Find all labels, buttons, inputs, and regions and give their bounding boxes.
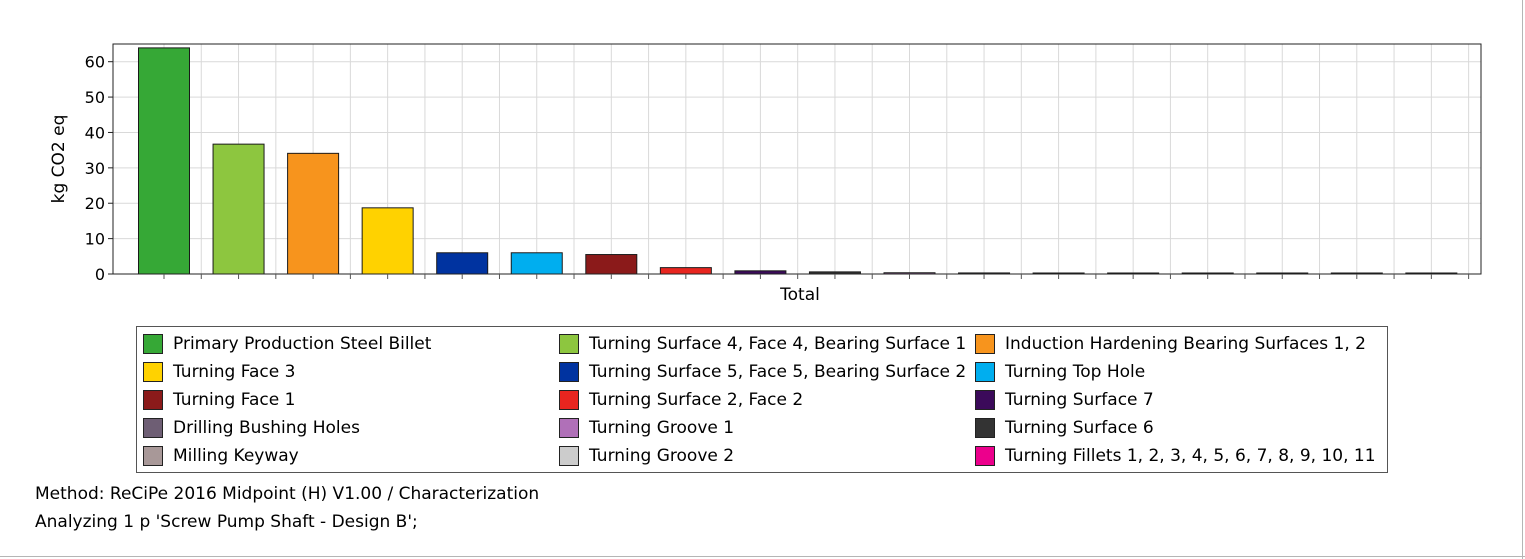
legend-label: Turning Groove 1 — [589, 418, 735, 438]
legend-label: Turning Surface 4, Face 4, Bearing Surfa… — [589, 334, 967, 354]
legend-swatch — [559, 446, 579, 466]
bar — [287, 152, 340, 275]
x-axis-label: Total — [779, 285, 820, 305]
legend-swatch — [975, 334, 995, 354]
legend-item: Turning Top Hole — [975, 360, 1145, 384]
bar — [212, 143, 265, 275]
bar — [659, 267, 712, 275]
y-tick-label: 50 — [85, 88, 105, 107]
axes: 0 10 20 30 40 50 60 — [85, 43, 1482, 284]
legend-label: Milling Keyway — [173, 446, 299, 466]
legend-label: Turning Face 1 — [173, 390, 296, 410]
y-tick-label: 40 — [85, 123, 105, 142]
y-tick-label: 60 — [85, 53, 105, 72]
legend-item: Turning Surface 6 — [975, 416, 1154, 440]
bar — [585, 254, 638, 275]
bar — [361, 207, 414, 275]
bars — [138, 47, 1458, 275]
bar-chart: 0 10 20 30 40 50 60 kg CO2 eq Total — [49, 43, 1482, 305]
legend-swatch — [143, 390, 163, 410]
legend-item: Turning Surface 2, Face 2 — [559, 388, 803, 412]
legend-item: Drilling Bushing Holes — [143, 416, 360, 440]
legend-label: Turning Surface 2, Face 2 — [589, 390, 804, 410]
legend-item: Turning Surface 7 — [975, 388, 1154, 412]
y-axis-label: kg CO2 eq — [49, 115, 69, 204]
frame-border — [1522, 0, 1523, 559]
method-text: Method: ReCiPe 2016 Midpoint (H) V1.00 /… — [35, 484, 540, 504]
y-tick-label: 30 — [85, 159, 105, 178]
plot-border — [112, 43, 1482, 275]
legend-item: Turning Groove 1 — [559, 416, 734, 440]
legend-item: Primary Production Steel Billet — [143, 332, 431, 356]
legend-item: Turning Surface 4, Face 4, Bearing Surfa… — [559, 332, 966, 356]
legend-label: Turning Face 3 — [173, 362, 296, 382]
y-tick-label: 10 — [85, 230, 105, 249]
legend-label: Primary Production Steel Billet — [173, 334, 432, 354]
legend-swatch — [143, 334, 163, 354]
legend-item: Turning Fillets 1, 2, 3, 4, 5, 6, 7, 8, … — [975, 444, 1376, 468]
bar — [510, 252, 563, 275]
legend-swatch — [143, 418, 163, 438]
legend-item: Turning Surface 5, Face 5, Bearing Surfa… — [559, 360, 966, 384]
y-tick-label: 20 — [85, 194, 105, 213]
frame-border — [0, 556, 1525, 557]
legend-label: Turning Surface 5, Face 5, Bearing Surfa… — [589, 362, 967, 382]
legend-item: Turning Groove 2 — [559, 444, 734, 468]
legend-label: Induction Hardening Bearing Surfaces 1, … — [1005, 334, 1366, 354]
legend-item: Turning Face 1 — [143, 388, 295, 412]
legend-swatch — [559, 362, 579, 382]
legend-swatch — [559, 334, 579, 354]
legend-item: Turning Face 3 — [143, 360, 295, 384]
plot-area — [113, 44, 1481, 274]
grid-lines — [113, 44, 1481, 274]
legend-label: Turning Groove 2 — [589, 446, 735, 466]
chart-legend: Primary Production Steel Billet Turning S… — [136, 326, 1388, 473]
y-tick-label: 0 — [95, 265, 105, 284]
bar — [436, 252, 489, 275]
legend-item: Milling Keyway — [143, 444, 299, 468]
legend-swatch — [143, 446, 163, 466]
legend-swatch — [975, 418, 995, 438]
legend-swatch — [559, 418, 579, 438]
legend-label: Drilling Bushing Holes — [173, 418, 360, 438]
analyzing-text: Analyzing 1 p 'Screw Pump Shaft - Design… — [35, 512, 418, 532]
legend-swatch — [975, 446, 995, 466]
legend-swatch — [975, 390, 995, 410]
legend-swatch — [559, 390, 579, 410]
legend-label: Turning Surface 7 — [1005, 390, 1154, 410]
legend-label: Turning Fillets 1, 2, 3, 4, 5, 6, 7, 8, … — [1005, 446, 1376, 466]
legend-swatch — [143, 362, 163, 382]
legend-label: Turning Top Hole — [1005, 362, 1146, 382]
bar — [138, 47, 190, 275]
legend-swatch — [975, 362, 995, 382]
legend-label: Turning Surface 6 — [1005, 418, 1154, 438]
legend-item: Induction Hardening Bearing Surfaces 1, … — [975, 332, 1366, 356]
